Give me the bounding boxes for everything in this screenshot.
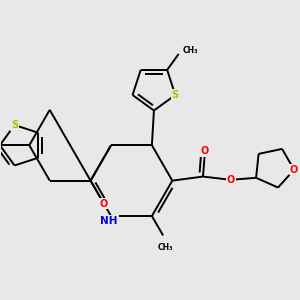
Text: S: S bbox=[172, 90, 179, 100]
Text: NH: NH bbox=[100, 216, 118, 226]
Text: CH₃: CH₃ bbox=[183, 46, 198, 55]
Text: S: S bbox=[11, 120, 18, 130]
Text: CH₃: CH₃ bbox=[158, 243, 173, 252]
Text: O: O bbox=[290, 165, 298, 175]
Text: O: O bbox=[100, 199, 108, 208]
Text: O: O bbox=[226, 175, 235, 185]
Text: O: O bbox=[201, 146, 209, 156]
